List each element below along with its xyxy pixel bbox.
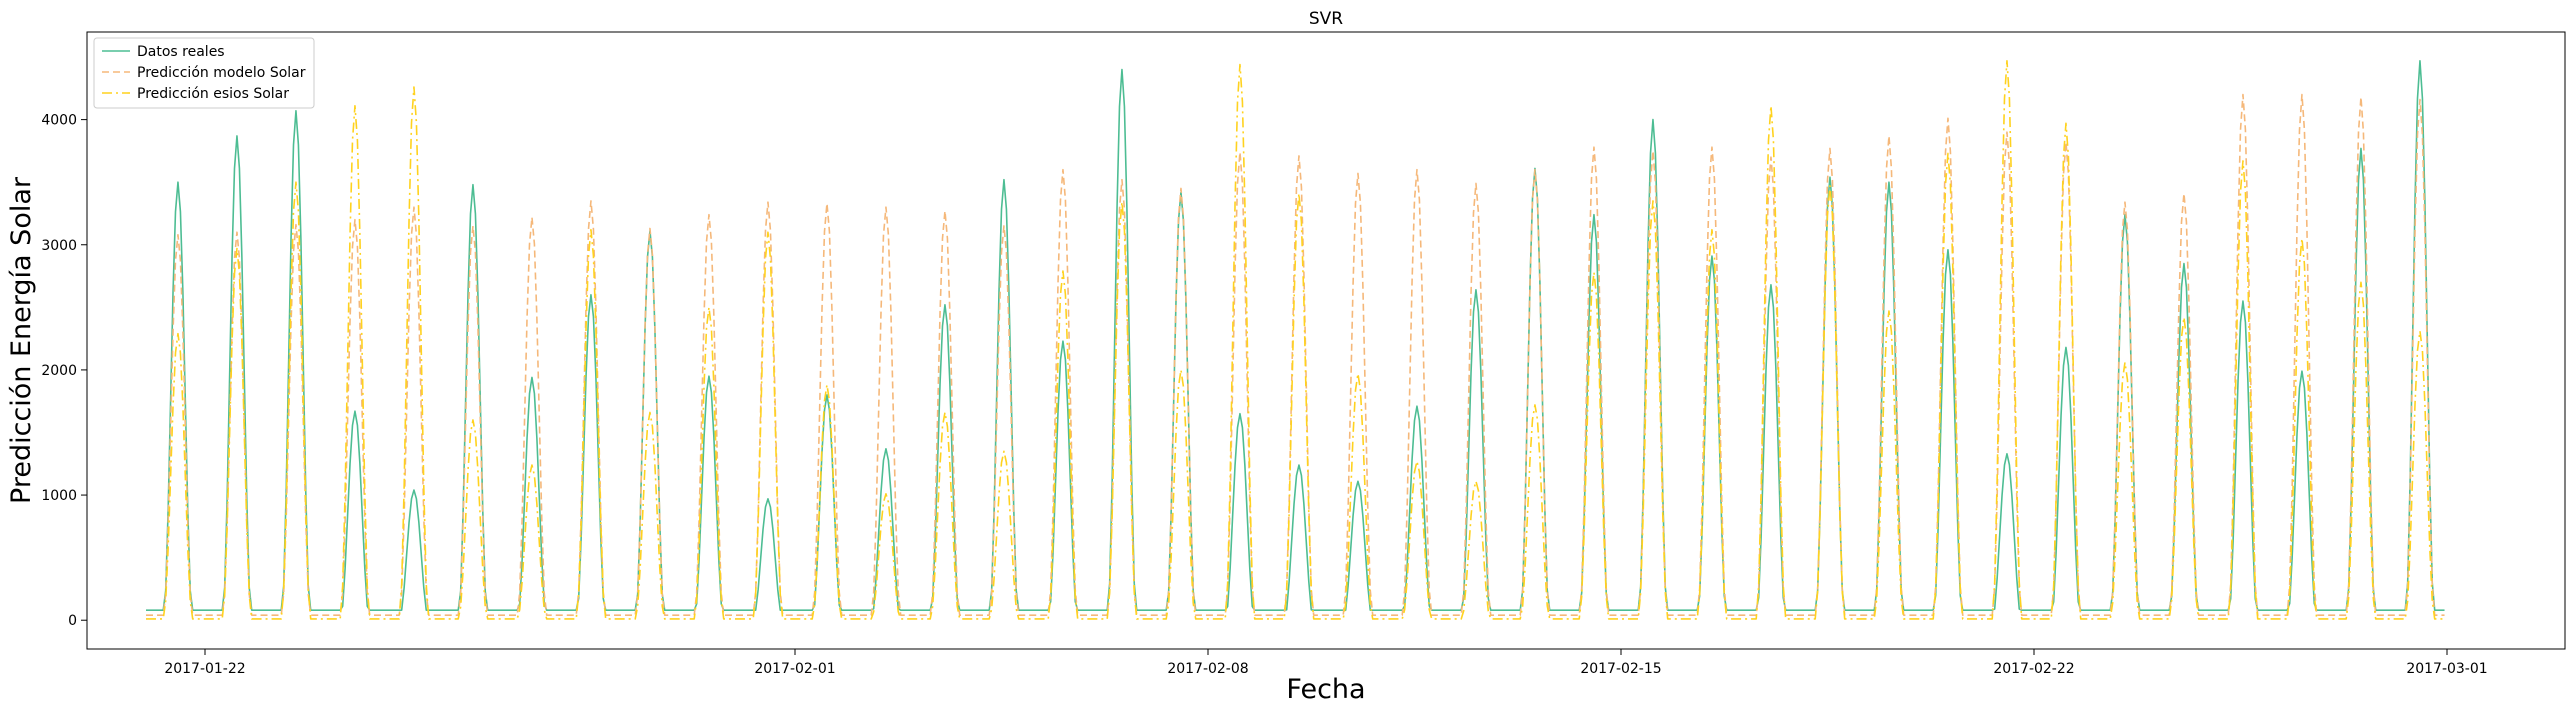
legend-box <box>93 37 315 109</box>
x-tick-label: 2017-02-01 <box>754 661 835 677</box>
plot-area <box>146 59 2445 620</box>
y-axis-label: Predicción Energía Solar <box>6 176 37 504</box>
y-tick-label: 3000 <box>41 238 77 254</box>
x-axis-label: Fecha <box>1286 674 1365 705</box>
series-line <box>146 59 2445 620</box>
chart-title: SVR <box>1309 9 1343 29</box>
plot-frame <box>86 31 2566 650</box>
x-tick-label: 2017-02-22 <box>1993 661 2074 677</box>
x-tick-label: 2017-03-01 <box>2406 661 2487 677</box>
y-tick-label: 0 <box>68 613 77 629</box>
legend: Datos reales Predicción modelo Solar Predi… <box>93 37 315 109</box>
x-axis: 2017-01-22 2017-02-01 2017-02-08 2017-02-15… <box>164 649 2488 677</box>
y-tick-label: 2000 <box>41 363 77 379</box>
legend-label: Datos reales <box>137 44 225 60</box>
series-line <box>146 59 2445 612</box>
x-tick-label: 2017-01-22 <box>164 661 245 677</box>
y-tick-label: 4000 <box>41 113 77 129</box>
x-tick-label: 2017-02-15 <box>1580 661 1661 677</box>
legend-label: Predicción esios Solar <box>137 86 289 102</box>
y-axis: 0 1000 2000 3000 4000 <box>41 113 87 629</box>
legend-label: Predicción modelo Solar <box>137 65 306 81</box>
x-tick-label: 2017-02-08 <box>1167 661 1248 677</box>
series-line <box>146 93 2445 617</box>
y-tick-label: 1000 <box>41 488 77 504</box>
